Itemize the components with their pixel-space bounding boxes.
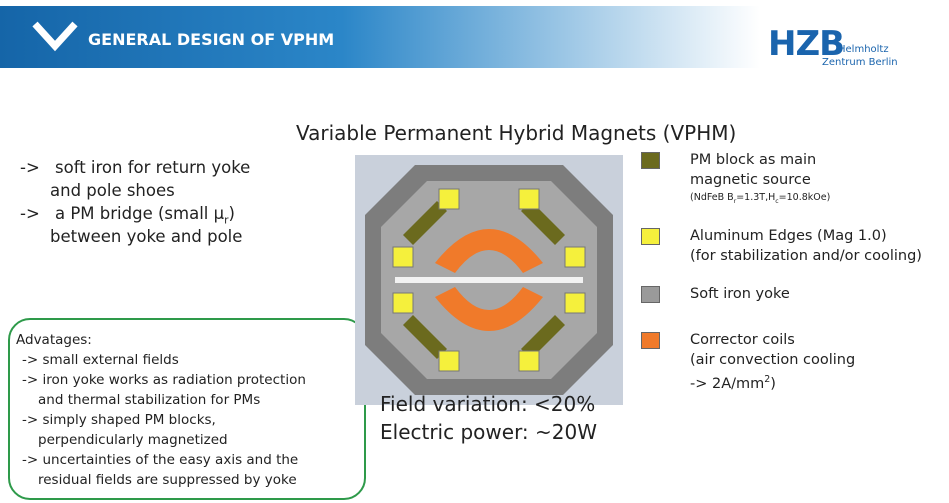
bullet-line: between yoke and pole (50, 225, 242, 248)
advantages-line: -> iron yoke works as radiation protecti… (22, 372, 306, 388)
legend-line: PM block as main (690, 150, 816, 170)
text: c (775, 197, 779, 205)
text: ) (770, 375, 776, 392)
legend-line: Aluminum Edges (Mag 1.0) (690, 226, 887, 246)
performance: Electric power: ~20W (380, 420, 598, 444)
advantages-line: and thermal stabilization for PMs (38, 392, 261, 408)
text: Aluminum Edges (Mag 1.0) (690, 228, 887, 244)
text: (for stabilization and/or cooling) (690, 248, 922, 264)
legend-swatch (641, 228, 660, 245)
text: =1.3T,H (736, 192, 776, 203)
text: =10.8kOe) (778, 192, 831, 203)
text: soft iron for return yoke (55, 158, 251, 177)
text: r (733, 197, 737, 205)
subscript: r (224, 213, 229, 227)
advantages-line: -> small external fields (22, 352, 179, 368)
logo-line: Zentrum Berlin (822, 57, 898, 68)
advantages-line: perpendicularly magnetized (38, 432, 228, 448)
legend-line: -> 2A/mm2) (690, 370, 776, 394)
advantages-line: -> simply shaped PM blocks, (22, 412, 216, 428)
text: Corrector coils (690, 332, 795, 348)
chevron-icon (32, 21, 78, 52)
text: Soft iron yoke (690, 286, 790, 302)
text: -> 2A/mm (690, 375, 765, 392)
logo-line: Helmholtz (838, 44, 889, 55)
bullet-arrow: -> (20, 158, 40, 177)
legend-line: Soft iron yoke (690, 284, 790, 304)
performance: Field variation: <20% (380, 392, 596, 416)
legend-line: (for stabilization and/or cooling) (690, 246, 922, 266)
bullet-line: a PM bridge (small μr) (55, 202, 235, 231)
bullet-line: and pole shoes (50, 179, 175, 202)
magnet-drawing (355, 155, 623, 405)
bullet-arrow: -> (20, 204, 40, 223)
advantages-title: Advatages: (16, 332, 92, 348)
text: PM block as main (690, 152, 817, 168)
logo-mark: HZB (768, 24, 845, 64)
advantages-box (8, 318, 366, 500)
advantages-line: residual fields are suppressed by yoke (38, 472, 297, 488)
header-title: GENERAL DESIGN OF VPHM (88, 30, 335, 49)
header-banner (0, 6, 760, 68)
text: between yoke and pole (50, 227, 243, 246)
text: (air convection cooling (690, 352, 856, 368)
text: and pole shoes (50, 181, 175, 200)
text: magnetic source (690, 172, 811, 188)
legend-line: (air convection cooling (690, 350, 855, 370)
superscript: 2 (764, 374, 771, 385)
heading: Variable Permanent Hybrid Magnets (VPHM) (296, 121, 737, 145)
legend-swatch (641, 332, 660, 349)
legend-swatch (641, 152, 660, 169)
legend-swatch (641, 286, 660, 303)
text: (NdFeB B (690, 192, 734, 203)
text: a PM bridge (small μ (55, 204, 225, 223)
advantages-line: -> uncertainties of the easy axis and th… (22, 452, 299, 468)
text: ) (228, 204, 235, 223)
legend-line: Corrector coils (690, 330, 795, 350)
bullet-line: soft iron for return yoke (55, 156, 250, 179)
legend-line: magnetic source (690, 170, 811, 190)
legend-note: (NdFeB Br=1.3T,Hc=10.8kOe) (690, 192, 830, 205)
